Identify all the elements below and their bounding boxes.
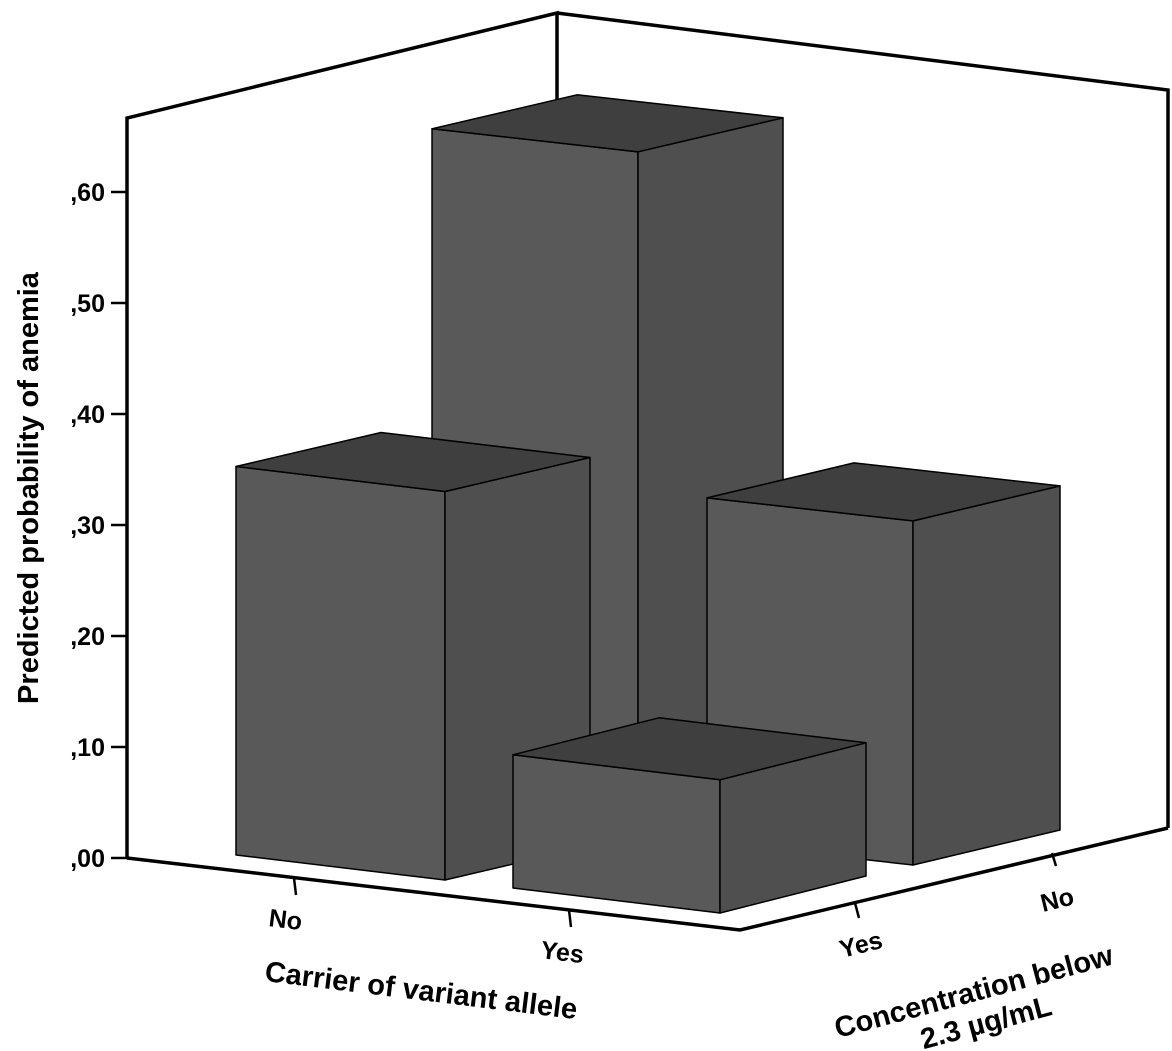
y-tick-label: ,60 [70,179,105,207]
bar-no-yes-top [235,431,591,493]
y-axis: ,00 ,10 ,20 ,30 ,40 ,50 ,60 [70,179,127,873]
bar-no-yes-front [235,465,446,881]
bar-yes-no-top [706,462,1061,522]
y-tick-label: ,40 [70,401,105,429]
y-tick-label: ,00 [70,845,105,873]
y-axis-title: Predicted probability of anemia [13,271,45,704]
x-tick-yes [567,909,573,928]
x-tick-no [292,877,298,896]
bar-yes-yes-top [512,717,867,781]
y-tick-label: ,30 [70,512,105,540]
z-tick-no [1050,852,1058,867]
z-category-yes: Yes [837,926,886,964]
z-category-no: No [1038,883,1077,918]
y-tick-label: ,50 [70,290,105,318]
y-tick-label: ,10 [70,734,105,762]
x-category-no: No [267,904,303,936]
y-tick-label: ,20 [70,623,105,651]
back-wall-right-edge [556,11,1170,828]
bars [235,94,1061,914]
z-tick-yes [853,902,861,919]
bar-no-no-top [431,94,784,153]
floor-outline [126,826,1169,932]
bar-yes-yes-front [512,754,721,914]
bar-yes-no-side [912,485,1061,866]
x-axis-title: Carrier of variant allele [263,956,579,1026]
category-ticks [292,852,1058,928]
x-category-yes: Yes [539,936,585,969]
